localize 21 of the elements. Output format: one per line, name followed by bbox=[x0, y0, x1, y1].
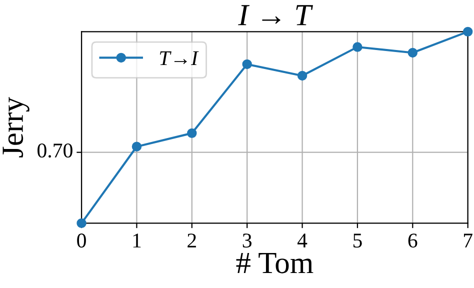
text: 0.70 bbox=[38, 143, 72, 158]
x-tick-label: 1 bbox=[133, 234, 141, 248]
point bbox=[352, 42, 362, 52]
point bbox=[297, 70, 308, 81]
point bbox=[462, 26, 473, 37]
x-tick-label: 3 bbox=[242, 234, 252, 248]
legend-label: T→I bbox=[160, 51, 199, 66]
y-axis-title: Jerry bbox=[2, 97, 30, 158]
point bbox=[187, 128, 197, 138]
point bbox=[76, 218, 86, 228]
point bbox=[242, 59, 252, 70]
x-tick-label: 5 bbox=[353, 234, 362, 248]
chart-title: I → T bbox=[238, 5, 313, 26]
x-axis-title: # Tom bbox=[236, 253, 314, 274]
x-tick-label: 4 bbox=[297, 234, 308, 248]
x-tick-label: 7 bbox=[464, 234, 472, 248]
x-tick-label: 6 bbox=[408, 234, 418, 248]
point bbox=[132, 142, 142, 152]
point bbox=[408, 48, 418, 58]
x-tick-label: 2 bbox=[188, 234, 196, 248]
x-tick-label: 0 bbox=[77, 234, 86, 248]
